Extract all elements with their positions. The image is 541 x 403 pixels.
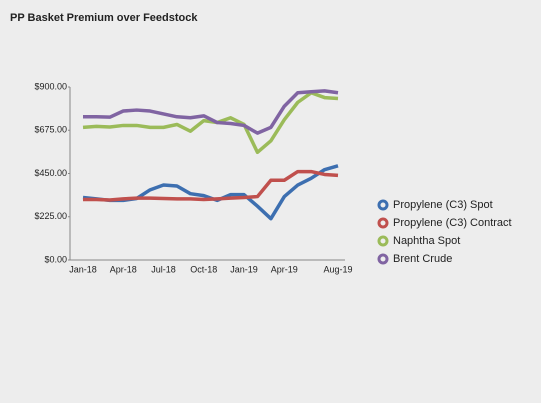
series-line [83, 89, 339, 135]
y-tick-label: $0.00 [44, 254, 67, 264]
y-tick-label: $900.00 [34, 81, 67, 91]
x-tick-label: Aug-19 [323, 264, 352, 274]
legend-marker [377, 217, 389, 229]
series-line [82, 91, 339, 155]
legend-marker [377, 199, 389, 211]
legend-label: Propylene (C3) Spot [393, 199, 493, 211]
x-tick-label: Jan-18 [69, 264, 97, 274]
x-tick-label: Apr-19 [271, 264, 298, 274]
x-tick-label: Apr-18 [110, 264, 137, 274]
legend-marker [377, 235, 389, 247]
series-line [82, 164, 339, 221]
legend-label: Propylene (C3) Contract [393, 217, 512, 229]
x-tick-label: Jul-18 [151, 264, 176, 274]
series-line [83, 169, 339, 202]
legend-label: Brent Crude [393, 253, 452, 265]
legend-label: Naphtha Spot [393, 235, 460, 247]
y-tick-label: $450.00 [34, 168, 67, 178]
chart-title: PP Basket Premium over Feedstock [10, 12, 198, 24]
x-tick-label: Jan-19 [230, 264, 258, 274]
legend-marker [377, 253, 389, 265]
y-tick-label: $675.00 [34, 125, 67, 135]
x-tick-label: Oct-18 [190, 264, 217, 274]
y-tick-label: $225.00 [34, 211, 67, 221]
